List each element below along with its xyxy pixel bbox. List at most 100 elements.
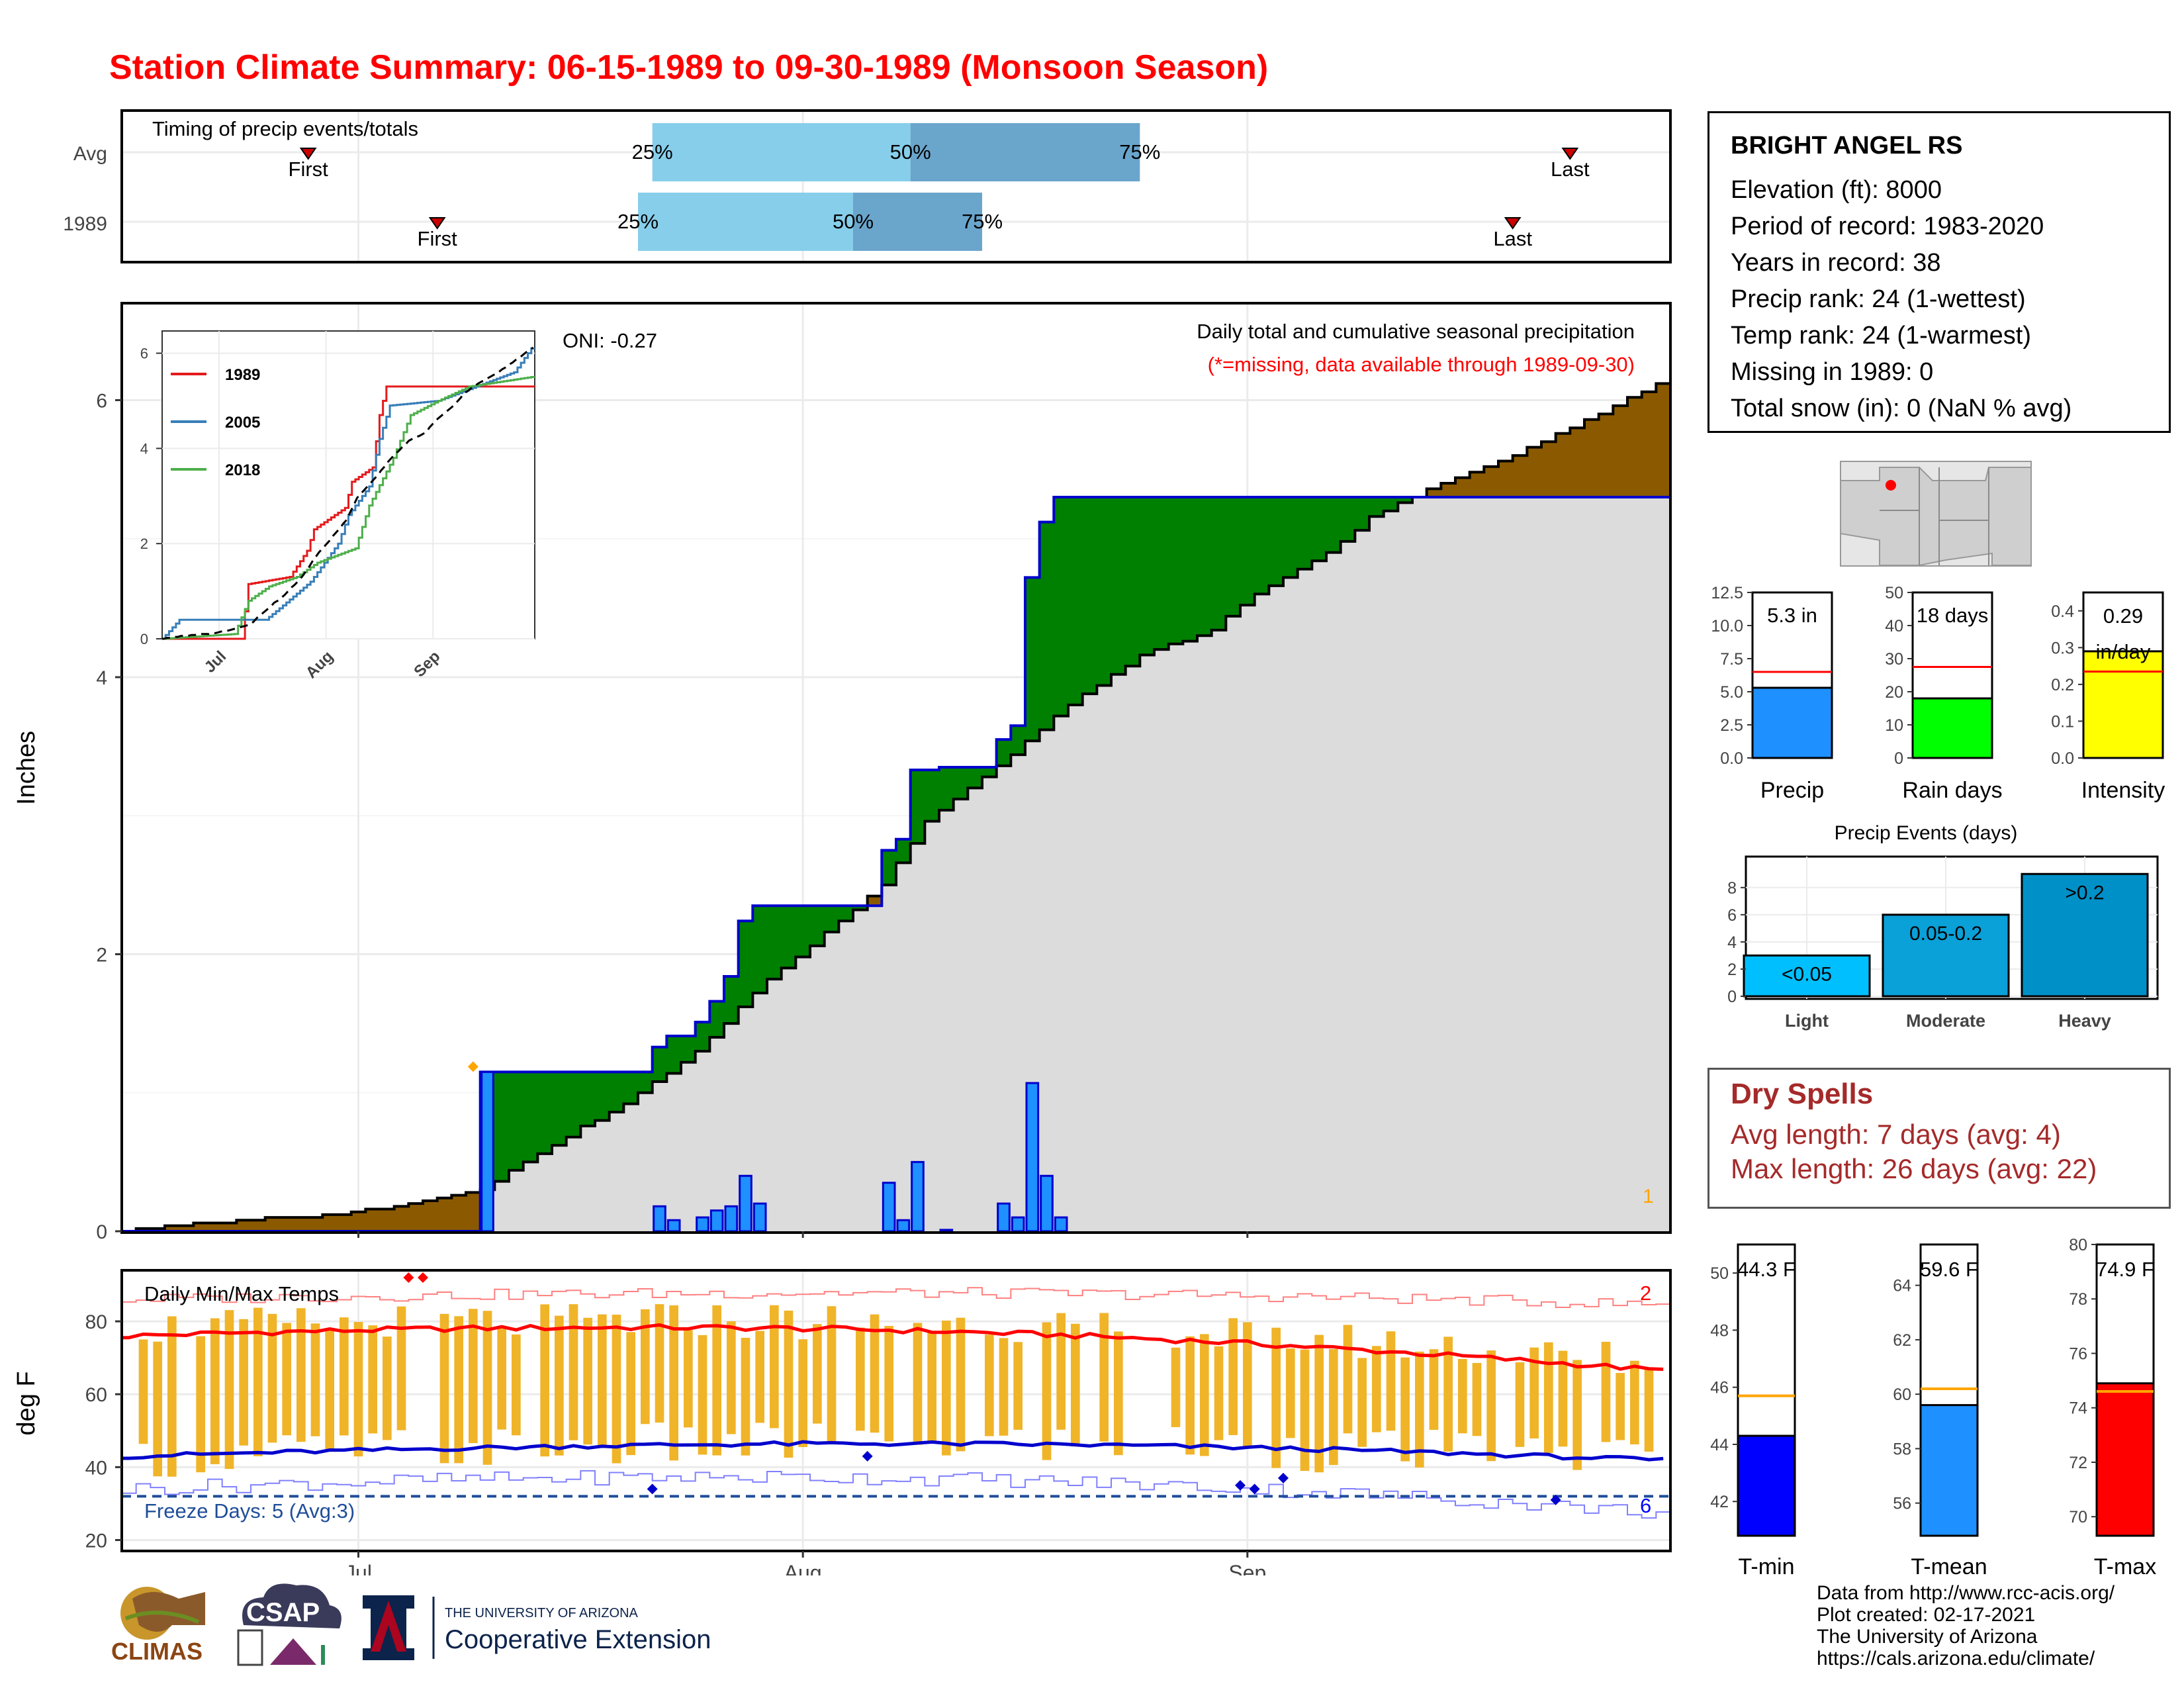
daily-temp-bar (224, 1310, 234, 1470)
inset-ytick-label: 4 (140, 440, 148, 457)
below-avg-area (1441, 483, 1456, 497)
first-label-year: First (418, 227, 458, 250)
daily-temp-bar (1515, 1362, 1525, 1447)
above-avg-area (1111, 496, 1126, 675)
daily-temp-bar (497, 1326, 506, 1430)
daily-temp-bar (1615, 1373, 1625, 1440)
timing-p50-label: 50% (833, 210, 874, 233)
daily-temp-bar (1300, 1349, 1310, 1471)
below-avg-area (1641, 391, 1657, 497)
temp-summary-ytick-label: 72 (2069, 1454, 2087, 1472)
below-avg-area (208, 1223, 223, 1231)
above-avg-area (552, 1072, 567, 1146)
above-avg-area (580, 1072, 596, 1126)
daily-temp-bar (856, 1327, 865, 1431)
daily-temp-bar (1329, 1348, 1338, 1466)
daily-temp-bar (1544, 1342, 1553, 1454)
daily-temp-bar (684, 1330, 693, 1428)
above-avg-area (623, 1072, 639, 1104)
avg-max-line (122, 1323, 1664, 1371)
temp-summary-bars: 42 44 46 48 50 44.3 F T-min 56 58 60 62 64 59.6 F T-m… (1710, 1236, 2156, 1579)
below-avg-area (1469, 472, 1484, 497)
timing-p25-label: 25% (617, 210, 659, 233)
summary-bar-ytick-label: 0.4 (2051, 602, 2074, 621)
temp-summary-label: T-mean (1911, 1554, 1987, 1579)
above-avg-area (1097, 496, 1112, 686)
daily-temp-bar (1314, 1335, 1324, 1473)
precip-caption: Daily total and cumulative seasonal prec… (1197, 320, 1635, 343)
daily-temp-bar (669, 1305, 678, 1461)
station-years: Years in record: 38 (1731, 249, 1941, 277)
events-bar-label: >0.2 (2065, 882, 2104, 904)
daily-precip-bar (739, 1174, 752, 1233)
record-max-line (122, 1287, 1670, 1309)
above-avg-area (1025, 577, 1040, 741)
daily-temp-bar (956, 1317, 966, 1452)
daily-temp-bar (310, 1323, 320, 1436)
daily-temp-bar (1386, 1331, 1396, 1431)
last-label-avg: Last (1551, 158, 1590, 181)
daily-temp-bar (612, 1314, 621, 1464)
above-avg-area (1355, 496, 1370, 531)
timing-p75-label: 75% (1119, 140, 1160, 164)
first-marker-year (428, 217, 446, 230)
precip-ytick-label: 4 (96, 667, 107, 689)
above-avg-area (752, 906, 768, 994)
credits: Data from http://www.rcc-acis.org/ Plot … (1817, 1582, 2115, 1669)
temp-summary-value-label: 59.6 F (1920, 1258, 1978, 1281)
events-bar-label: <0.05 (1782, 963, 1832, 985)
temp-summary-ytick-label: 48 (1710, 1321, 1729, 1340)
above-avg-area (1068, 496, 1083, 705)
temp-summary-value-label: 44.3 F (1737, 1258, 1796, 1281)
daily-temp-bar (1572, 1360, 1582, 1470)
daily-temp-bar (784, 1310, 794, 1458)
above-avg-area (1211, 496, 1226, 630)
daily-temp-bar (927, 1332, 936, 1443)
daily-precip-bar (666, 1219, 681, 1233)
above-avg-area (638, 1072, 653, 1093)
summary-bar-ytick-label: 0.2 (2051, 676, 2074, 694)
temp-summary-ytick-label: 46 (1710, 1379, 1729, 1397)
above-avg-area (724, 976, 739, 1024)
below-avg-area (1570, 428, 1585, 497)
daily-temp-bar (1644, 1370, 1654, 1452)
summary-bar-rain-days (1911, 697, 1993, 759)
temp-xtick-label: Jul (345, 1561, 372, 1575)
daily-temp-bar (210, 1318, 220, 1464)
summary-bar-ytick-label: 10 (1885, 716, 1903, 735)
daily-temp-bar (368, 1325, 377, 1434)
daily-temp-bar (396, 1306, 406, 1430)
precip-ytick-label: 2 (96, 944, 107, 966)
timing-bar-year-50-75 (853, 193, 982, 251)
daily-temp-bar (1443, 1336, 1453, 1452)
credit-data-source: Data from http://www.rcc-acis.org/ (1817, 1582, 2115, 1604)
first-marker-avg (299, 148, 317, 160)
above-avg-area (781, 906, 796, 968)
daily-temp-bar (870, 1314, 880, 1433)
above-avg-area (537, 1072, 553, 1154)
temp-ytick-label: 40 (85, 1457, 107, 1479)
daily-temp-bar (1343, 1325, 1353, 1434)
daily-temp-bar (325, 1328, 334, 1451)
daily-temp-bar (1630, 1360, 1639, 1444)
temp-summary-ytick-label: 78 (2069, 1290, 2087, 1309)
below-avg-area (322, 1214, 338, 1231)
record-low-marker (1278, 1472, 1289, 1483)
summary-bar-ytick-label: 20 (1885, 683, 1903, 702)
temp-xtick-label: Sep (1228, 1561, 1266, 1575)
events-xtick-label: Moderate (1906, 1011, 1985, 1031)
precip-events-chart: Precip Events (days) <0.05 Light 0.05-0.2 Mo… (1727, 822, 2159, 1031)
above-avg-area (1226, 496, 1241, 616)
temp-summary-ytick-label: 60 (1893, 1385, 1911, 1404)
above-avg-area (939, 767, 954, 810)
events-ytick-label: 6 (1727, 906, 1737, 925)
daily-precip-bar (724, 1205, 739, 1233)
temp-summary-label: T-max (2094, 1554, 2156, 1579)
daily-temp-bar (985, 1335, 994, 1436)
station-location-marker (1886, 480, 1896, 491)
station-info: BRIGHT ANGEL RS Elevation (ft): 8000 Per… (1707, 111, 2171, 433)
daily-temp-bar (340, 1317, 349, 1436)
dry-spells-title: Dry Spells (1731, 1078, 1874, 1110)
temp-summary-ytick-label: 56 (1893, 1495, 1911, 1513)
above-avg-area (896, 839, 911, 863)
